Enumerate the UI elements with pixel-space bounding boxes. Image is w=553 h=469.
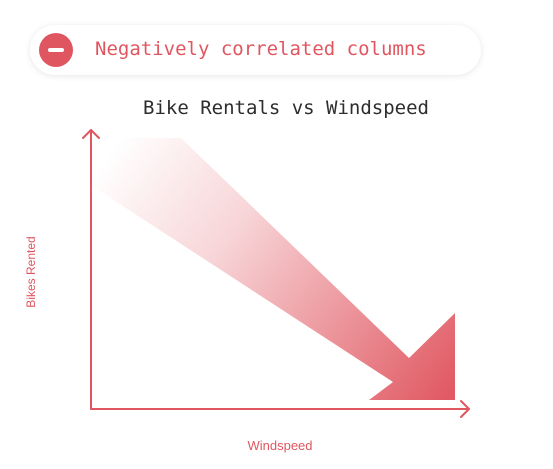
x-axis-label: Windspeed bbox=[247, 438, 313, 453]
correlation-badge: Negatively correlated columns bbox=[30, 25, 481, 75]
diagram-title: Bike Rentals vs Windspeed bbox=[143, 97, 429, 119]
downward-trend-arrow bbox=[92, 138, 455, 400]
y-axis-label: Bikes Rented bbox=[24, 236, 38, 308]
minus-circle-icon bbox=[39, 33, 73, 67]
badge-label: Negatively correlated columns bbox=[95, 38, 427, 60]
x-axis bbox=[90, 400, 470, 418]
y-axis bbox=[82, 129, 100, 410]
